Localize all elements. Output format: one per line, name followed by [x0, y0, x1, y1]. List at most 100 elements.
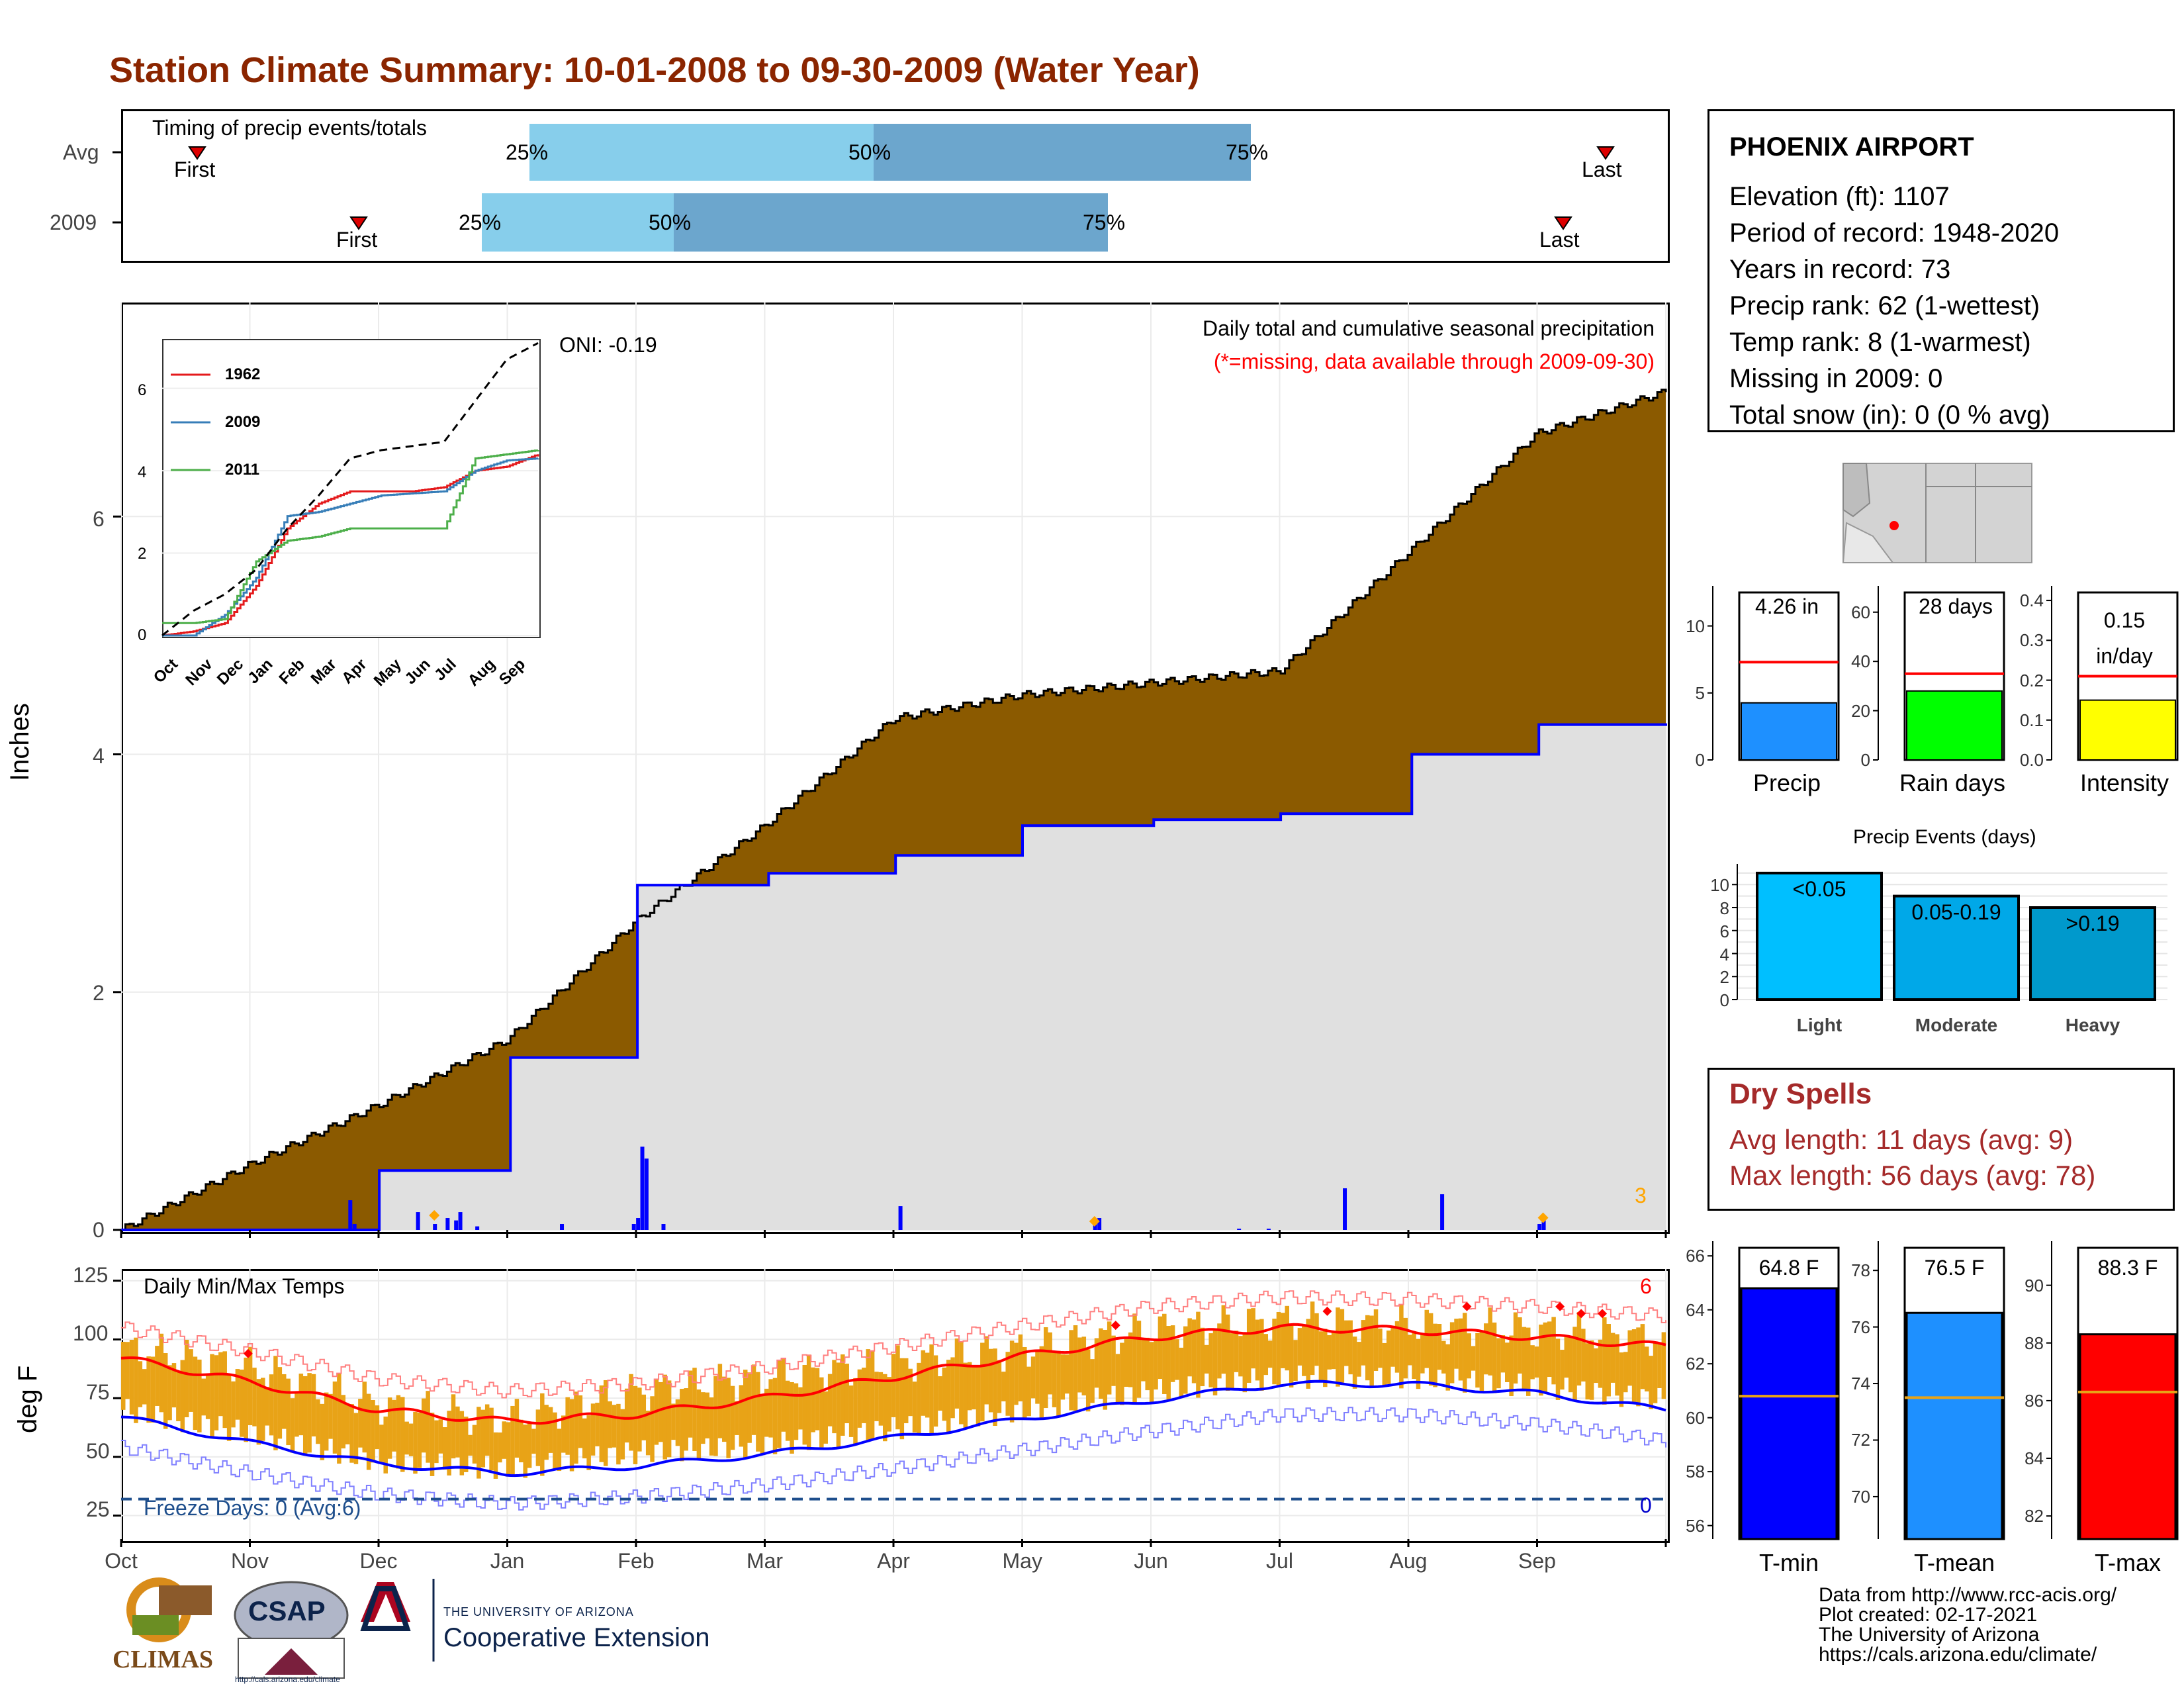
daily-temp-bar	[1522, 1327, 1527, 1389]
daily-temp-bar	[1505, 1342, 1510, 1382]
daily-temp-bar	[337, 1373, 341, 1464]
daily-temp-bar	[1272, 1319, 1277, 1385]
temp-bar-t-mean	[1905, 1311, 2003, 1540]
events-bar-label-2: >0.19	[2066, 912, 2120, 936]
daily-temp-bar	[1369, 1315, 1374, 1388]
daily-temp-bar	[950, 1357, 955, 1419]
record-high-marker	[1598, 1309, 1608, 1319]
daily-temp-bar	[379, 1425, 384, 1462]
daily-temp-bar	[1060, 1354, 1066, 1400]
daily-temp-bar	[1085, 1349, 1091, 1412]
temp-bar-tick-2-84: 84	[2025, 1448, 2044, 1469]
daily-temp-bar	[954, 1338, 960, 1409]
station-missing: Missing in 2009: 0	[1729, 364, 1943, 393]
daily-temp-bar	[912, 1382, 917, 1433]
daily-temp-bar	[790, 1382, 794, 1454]
daily-precip-bar	[1266, 1229, 1271, 1230]
daily-temp-bar	[942, 1367, 947, 1421]
daily-temp-bar	[1623, 1352, 1628, 1393]
daily-temp-bar	[1348, 1320, 1353, 1375]
daily-temp-bar	[836, 1362, 841, 1448]
events-bar-heavy	[2029, 906, 2156, 1002]
daily-temp-bar	[1212, 1328, 1218, 1395]
daily-temp-bar	[1200, 1327, 1205, 1387]
daily-temp-bar	[997, 1360, 1002, 1413]
daily-temp-bar	[142, 1369, 147, 1405]
daily-temp-bar	[747, 1372, 752, 1443]
daily-temp-bar	[477, 1407, 481, 1479]
daily-temp-bar	[138, 1361, 143, 1407]
daily-temp-bar	[1073, 1325, 1078, 1411]
daily-temp-bar	[1099, 1328, 1103, 1399]
daily-temp-bar	[1196, 1311, 1201, 1398]
daily-temp-bar	[637, 1387, 642, 1452]
daily-temp-bar	[659, 1382, 663, 1442]
daily-temp-bar	[866, 1349, 870, 1440]
mini-bar-rain-days	[1906, 690, 2003, 761]
2009-first-label: First	[336, 228, 378, 252]
daily-temp-bar	[408, 1423, 414, 1456]
daily-temp-bar	[1162, 1313, 1167, 1395]
mini-bar-intensity	[2079, 699, 2176, 761]
temp-bar-tick-0-56: 56	[1686, 1515, 1705, 1536]
daily-temp-bar	[311, 1374, 316, 1436]
daily-temp-bar	[1267, 1340, 1273, 1368]
daily-temp-bar	[802, 1364, 807, 1445]
daily-temp-bar	[1496, 1338, 1501, 1389]
daily-temp-bar	[1023, 1346, 1027, 1419]
daily-temp-bar	[671, 1403, 676, 1440]
daily-temp-bar	[903, 1358, 909, 1423]
events-title: Precip Events (days)	[1853, 826, 2036, 848]
daily-temp-bar	[523, 1425, 527, 1478]
daily-temp-bar	[675, 1399, 680, 1446]
daily-temp-bar	[1484, 1323, 1488, 1375]
daily-temp-bar	[798, 1387, 803, 1430]
dry-spells-box: Dry Spells Avg length: 11 days (avg: 9) …	[1707, 1068, 2175, 1211]
daily-temp-bar	[422, 1398, 426, 1453]
daily-precip-bar	[348, 1200, 353, 1230]
csap-logo-text: CSAP	[248, 1595, 326, 1626]
daily-precip-bar	[458, 1212, 463, 1230]
daily-temp-bar	[1492, 1322, 1497, 1393]
daily-temp-bar	[1661, 1332, 1666, 1399]
cumulative-avg-line	[121, 389, 1667, 1231]
daily-temp-bar	[1077, 1337, 1082, 1393]
daily-temp-bar	[688, 1370, 693, 1438]
2009-p25: 25%	[459, 211, 502, 234]
daily-temp-bar	[929, 1344, 934, 1434]
daily-temp-bar	[1081, 1336, 1087, 1395]
mini-tick-2-0.2: 0.2	[2019, 670, 2044, 690]
daily-temp-bar	[1610, 1333, 1615, 1383]
mini-intensity-value: 0.15 in/day	[2096, 608, 2153, 668]
daily-temp-bar	[1191, 1319, 1197, 1383]
daily-temp-bar	[1154, 1340, 1158, 1390]
timing-row-avg-label: Avg	[63, 140, 99, 164]
daily-temp-bar	[1390, 1328, 1395, 1367]
cumulative-2009-area	[121, 723, 1666, 1230]
daily-temp-bar	[624, 1388, 629, 1443]
daily-temp-bar	[222, 1351, 227, 1429]
temp-bar-tick-2-90: 90	[2025, 1275, 2044, 1295]
mini-tick-1-0: 0	[1860, 750, 1870, 770]
daily-temp-bar	[1576, 1312, 1582, 1386]
daily-temp-bar	[815, 1368, 820, 1430]
events-ytick-0: 0	[1719, 990, 1729, 1010]
daily-temp-bar	[963, 1362, 968, 1429]
daily-temp-bar	[1589, 1340, 1594, 1400]
daily-temp-bar	[413, 1411, 418, 1474]
station-location-marker	[1889, 521, 1899, 530]
temp-bar-tick-2-82: 82	[2025, 1506, 2044, 1526]
daily-temp-bar	[426, 1391, 430, 1463]
daily-temp-bar	[1327, 1335, 1332, 1370]
daily-temp-bar	[832, 1360, 837, 1434]
daily-temp-bar	[705, 1392, 709, 1438]
daily-precip-bar	[1541, 1218, 1546, 1230]
daily-temp-bar	[417, 1413, 422, 1468]
mini-raindays-label: Rain days	[1899, 769, 2006, 796]
daily-temp-bar	[1297, 1328, 1302, 1366]
daily-temp-bar	[176, 1371, 181, 1421]
daily-temp-bar	[946, 1360, 951, 1433]
daily-temp-bar	[1103, 1329, 1108, 1410]
precip-ytick-0: 0	[93, 1218, 105, 1242]
